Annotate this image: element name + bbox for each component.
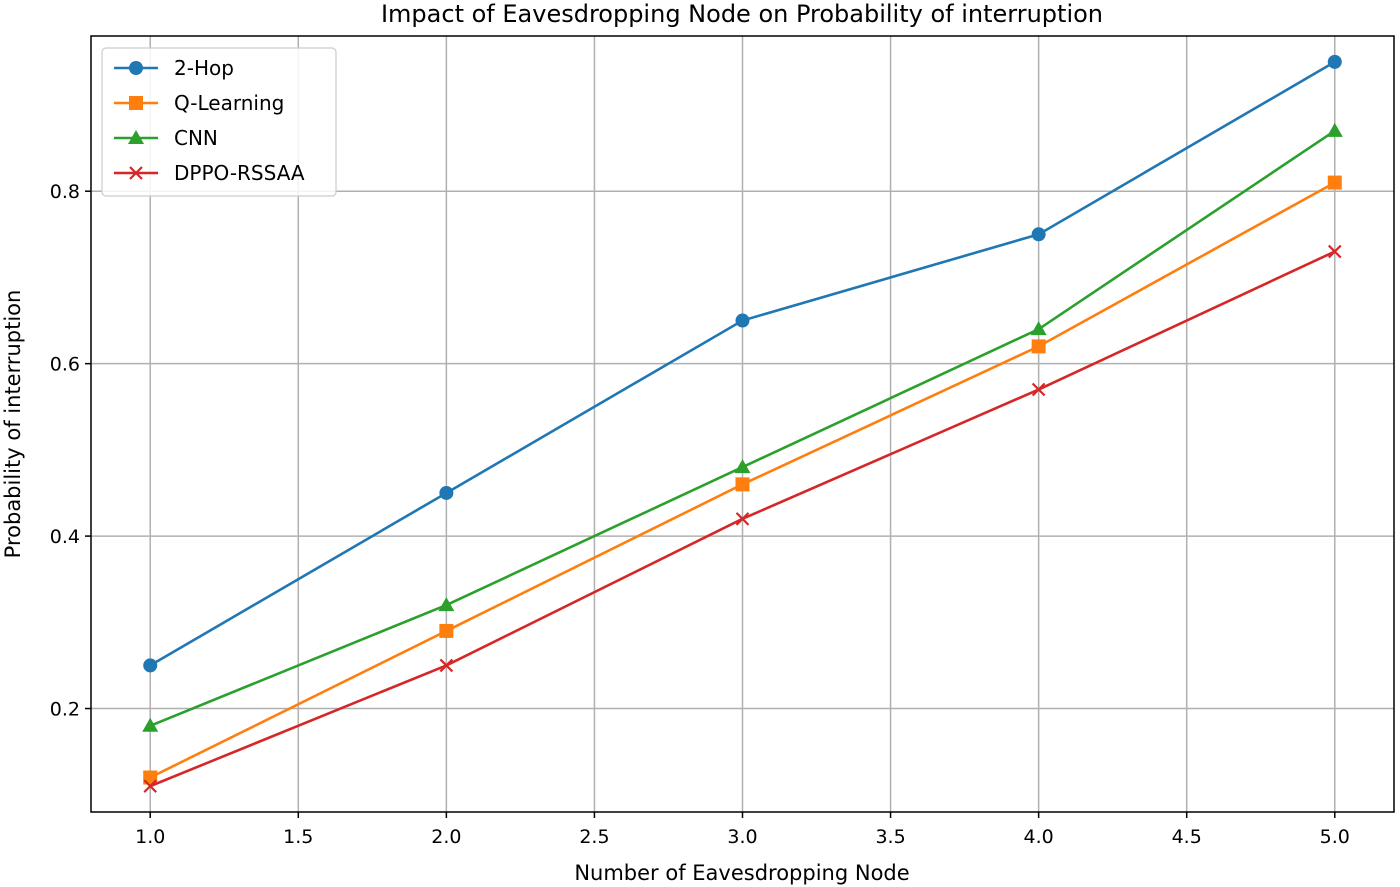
data-point-2-hop <box>1327 54 1342 69</box>
data-point-2-hop <box>1031 227 1046 242</box>
data-point-dppo-rssaa <box>1327 244 1342 259</box>
data-point-cnn <box>1326 122 1343 137</box>
legend-label: DPPO-RSSAA <box>174 161 305 185</box>
grid <box>91 36 1394 812</box>
x-marker-stroke <box>1327 244 1342 259</box>
x-tick-label: 3.5 <box>875 826 905 848</box>
data-point-q-learning <box>735 477 750 492</box>
data-point-dppo-rssaa <box>439 658 454 673</box>
data-point-cnn <box>734 459 751 474</box>
legend-entry-q-learning: Q-Learning <box>114 91 284 115</box>
y-axis-label: Probability of interruption <box>1 290 25 559</box>
data-point-dppo-rssaa <box>1031 382 1046 397</box>
series-cnn <box>142 122 1343 732</box>
data-point-q-learning <box>1327 175 1342 190</box>
legend-label: CNN <box>174 126 218 150</box>
legend-entry-cnn: CNN <box>114 126 218 150</box>
y-tick-label: 0.6 <box>50 354 80 376</box>
series-2-hop <box>143 54 1342 673</box>
x-tick-label: 2.5 <box>579 826 609 848</box>
legend-box <box>101 47 337 197</box>
data-point-q-learning <box>1031 339 1046 354</box>
series-dppo-rssaa <box>143 244 1342 793</box>
data-point-2-hop <box>735 313 750 328</box>
data-point-2-hop <box>143 658 158 673</box>
x-axis-label: Number of Eavesdropping Node <box>574 861 909 885</box>
x-tick-label: 5.0 <box>1320 826 1350 848</box>
x-marker-stroke <box>439 658 454 673</box>
data-point-q-learning <box>439 623 454 638</box>
legend-entry-dppo-rssaa: DPPO-RSSAA <box>114 161 305 185</box>
data-point-2-hop <box>439 485 454 500</box>
x-marker-stroke <box>1031 382 1046 397</box>
x-tick-label: 1.5 <box>283 826 313 848</box>
x-marker-stroke <box>129 166 143 180</box>
legend-label: Q-Learning <box>174 91 284 115</box>
ticks: 1.0 1.5 2.0 2.5 3.0 3.5 4.0 4.5 5.0 0.2 0.4 0.6 0.8 <box>50 181 1350 848</box>
x-tick-label: 3.0 <box>727 826 757 848</box>
data-point-q-learning <box>143 770 158 785</box>
legend-entry-2-hop: 2-Hop <box>114 56 234 80</box>
legend: 2-Hop Q-Learning CNN DPPO-RSSAA <box>101 47 337 197</box>
data-point-dppo-rssaa <box>143 779 158 793</box>
data-point-dppo-rssaa <box>735 512 750 526</box>
legend-marker <box>129 61 143 75</box>
x-marker-stroke <box>735 512 750 526</box>
legend-marker <box>129 166 143 180</box>
data-point-cnn <box>142 717 159 732</box>
series-q-learning <box>143 175 1342 785</box>
x-tick-label: 1.0 <box>135 826 165 848</box>
x-tick-label: 2.0 <box>431 826 461 848</box>
series-layer <box>142 54 1343 793</box>
legend-marker <box>128 130 144 144</box>
x-tick-label: 4.0 <box>1024 826 1054 848</box>
y-tick-label: 0.4 <box>50 526 80 548</box>
legend-label: 2-Hop <box>174 56 234 80</box>
y-tick-label: 0.2 <box>50 699 80 721</box>
x-marker-stroke <box>143 779 158 793</box>
legend-marker <box>129 96 143 110</box>
chart-title: Impact of Eavesdropping Node on Probabil… <box>381 0 1103 28</box>
y-tick-label: 0.8 <box>50 181 80 203</box>
data-point-cnn <box>1030 321 1047 336</box>
data-point-cnn <box>438 597 455 612</box>
x-tick-label: 4.5 <box>1172 826 1202 848</box>
